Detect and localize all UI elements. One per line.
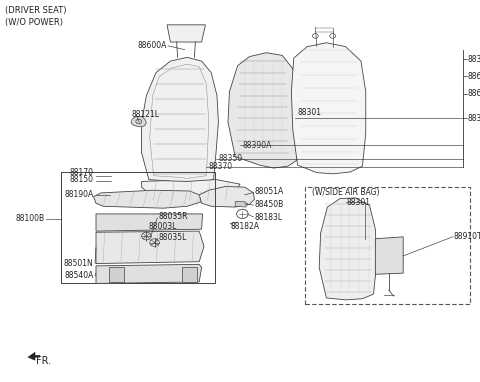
Polygon shape — [131, 117, 146, 127]
Bar — [182, 267, 197, 282]
Polygon shape — [228, 53, 299, 168]
Polygon shape — [199, 186, 254, 207]
Text: 88370: 88370 — [209, 162, 233, 172]
Text: 88301: 88301 — [347, 198, 371, 207]
Polygon shape — [96, 264, 202, 283]
Polygon shape — [28, 352, 40, 360]
Circle shape — [312, 34, 318, 38]
Text: 88610: 88610 — [468, 89, 480, 98]
Text: 88035L: 88035L — [158, 233, 187, 242]
Bar — [305, 187, 470, 304]
Polygon shape — [96, 214, 203, 231]
Bar — [61, 172, 215, 283]
Text: 88035R: 88035R — [158, 212, 188, 222]
Text: 88183L: 88183L — [254, 213, 283, 222]
Text: 88051A: 88051A — [254, 187, 284, 196]
Text: 88450B: 88450B — [254, 200, 284, 209]
Text: 88182A: 88182A — [230, 222, 259, 231]
Text: 88610C: 88610C — [468, 72, 480, 81]
Text: (W/SIDE AIR BAG): (W/SIDE AIR BAG) — [312, 188, 380, 197]
Text: 88003L: 88003L — [149, 222, 177, 231]
Text: FR.: FR. — [36, 356, 51, 366]
Text: 88910T: 88910T — [454, 232, 480, 241]
Text: 88600A: 88600A — [138, 41, 167, 50]
Text: 88100B: 88100B — [15, 214, 44, 223]
Text: 88390A: 88390A — [242, 141, 272, 150]
Text: 88190A: 88190A — [64, 190, 94, 199]
Polygon shape — [142, 57, 218, 183]
Circle shape — [330, 34, 336, 38]
Text: 88350: 88350 — [218, 154, 242, 163]
Text: 88150: 88150 — [70, 175, 94, 184]
Text: 88395C: 88395C — [468, 55, 480, 64]
Polygon shape — [94, 190, 202, 208]
Polygon shape — [235, 202, 248, 207]
Text: 88121L: 88121L — [132, 110, 160, 119]
Polygon shape — [142, 180, 240, 202]
Text: 88301: 88301 — [298, 108, 322, 117]
Polygon shape — [167, 25, 205, 42]
Text: 88501N: 88501N — [64, 259, 94, 268]
Text: 88300: 88300 — [468, 114, 480, 123]
Text: (DRIVER SEAT)
(W/O POWER): (DRIVER SEAT) (W/O POWER) — [5, 6, 66, 26]
Polygon shape — [96, 231, 204, 264]
Polygon shape — [291, 43, 366, 174]
Bar — [109, 267, 124, 282]
Text: 88540A: 88540A — [64, 271, 94, 280]
Polygon shape — [375, 237, 403, 274]
Text: 88170: 88170 — [70, 168, 94, 177]
Polygon shape — [319, 198, 377, 300]
